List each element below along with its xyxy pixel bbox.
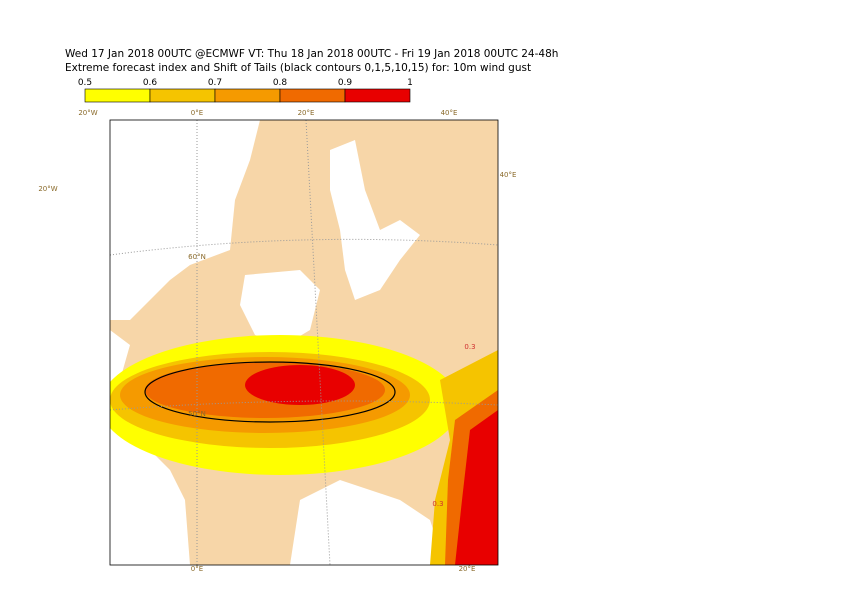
colorbar-label: 0.5	[78, 78, 92, 88]
graticule-label: 0°E	[191, 565, 203, 573]
sea	[290, 480, 445, 565]
graticule-label: 60°N	[188, 253, 206, 261]
sea	[110, 330, 190, 565]
sea	[330, 140, 420, 300]
efi-area	[455, 410, 498, 565]
map	[110, 120, 498, 565]
graticule	[110, 400, 498, 411]
colorbar: 0.5 0.6 0.7 0.8 0.9 1	[78, 78, 413, 103]
graticule-label: 0°E	[191, 109, 203, 117]
sot-contour	[144, 361, 396, 423]
sea	[240, 270, 320, 345]
colorbar-label: 0.9	[338, 78, 353, 88]
colorbar-label: 0.6	[143, 78, 158, 88]
colorbar-swatch	[84, 88, 151, 103]
graticule-label: 20°E	[459, 565, 476, 573]
colorbar-label: 0.7	[208, 78, 222, 88]
contour-label: 0.3	[432, 500, 443, 508]
map-labels: 20°W 0°E 20°E 40°E 40°E 20°W 60°N 50°N 0°E 20°E 0.…	[38, 109, 516, 573]
graticule-label: 50°N	[188, 410, 206, 418]
colorbar-swatch	[279, 88, 346, 103]
graticule	[110, 238, 498, 256]
colorbar-label: 1	[407, 78, 413, 88]
sea	[110, 120, 260, 320]
graticule-label: 20°E	[298, 109, 315, 117]
colorbar-swatch	[149, 88, 216, 103]
title-line: Wed 17 Jan 2018 00UTC @ECMWF VT: Thu 18 …	[65, 48, 558, 60]
colorbar-swatch	[214, 88, 281, 103]
colorbar-label: 0.8	[273, 78, 288, 88]
graticule	[305, 120, 331, 565]
map-frame	[109, 119, 499, 566]
graticule-label: 40°E	[441, 109, 458, 117]
contour-label: 0.3	[464, 343, 475, 351]
graticule-label: 40°E	[500, 171, 517, 179]
title-line: Extreme forecast index and Shift of Tail…	[65, 62, 531, 74]
graticule-label: 20°W	[38, 185, 57, 193]
graticule-label: 20°W	[78, 109, 97, 117]
efi-area	[245, 365, 355, 405]
colorbar-swatch	[344, 88, 411, 103]
